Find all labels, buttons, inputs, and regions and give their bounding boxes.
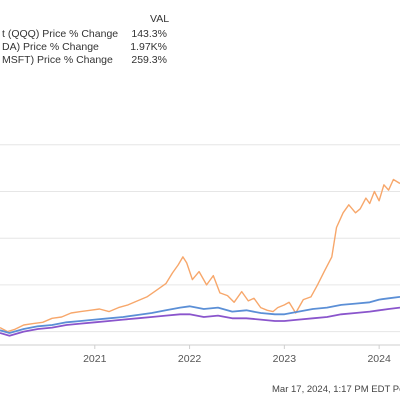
grid-lines (0, 144, 400, 346)
legend-entry-value: 259.3% (131, 54, 167, 66)
legend-entry-label: t (QQQ) Price % Change (2, 28, 118, 40)
x-tick-label: 2022 (178, 353, 202, 365)
x-tick-label: 2021 (83, 353, 107, 365)
legend-entry-label: DA) Price % Change (2, 41, 99, 53)
x-axis: 2021 2022 2023 2024 (83, 345, 391, 365)
series-line (0, 306, 400, 337)
legend-header: VAL (150, 13, 169, 25)
x-tick-label: 2023 (273, 353, 297, 365)
legend-entry-value: 1.97K% (130, 41, 167, 53)
legend: VAL t (QQQ) Price % Change 143.3% DA) Pr… (0, 0, 172, 70)
legend-entry-value: 143.3% (131, 28, 167, 40)
legend-entry-label: MSFT) Price % Change (2, 54, 113, 66)
footer-timestamp: Mar 17, 2024, 1:17 PM EDT Powered (272, 384, 400, 395)
series-line (0, 296, 400, 334)
series-line (0, 178, 400, 333)
series-layer (0, 178, 400, 337)
legend-background (0, 0, 172, 70)
x-tick-label: 2024 (367, 353, 391, 365)
